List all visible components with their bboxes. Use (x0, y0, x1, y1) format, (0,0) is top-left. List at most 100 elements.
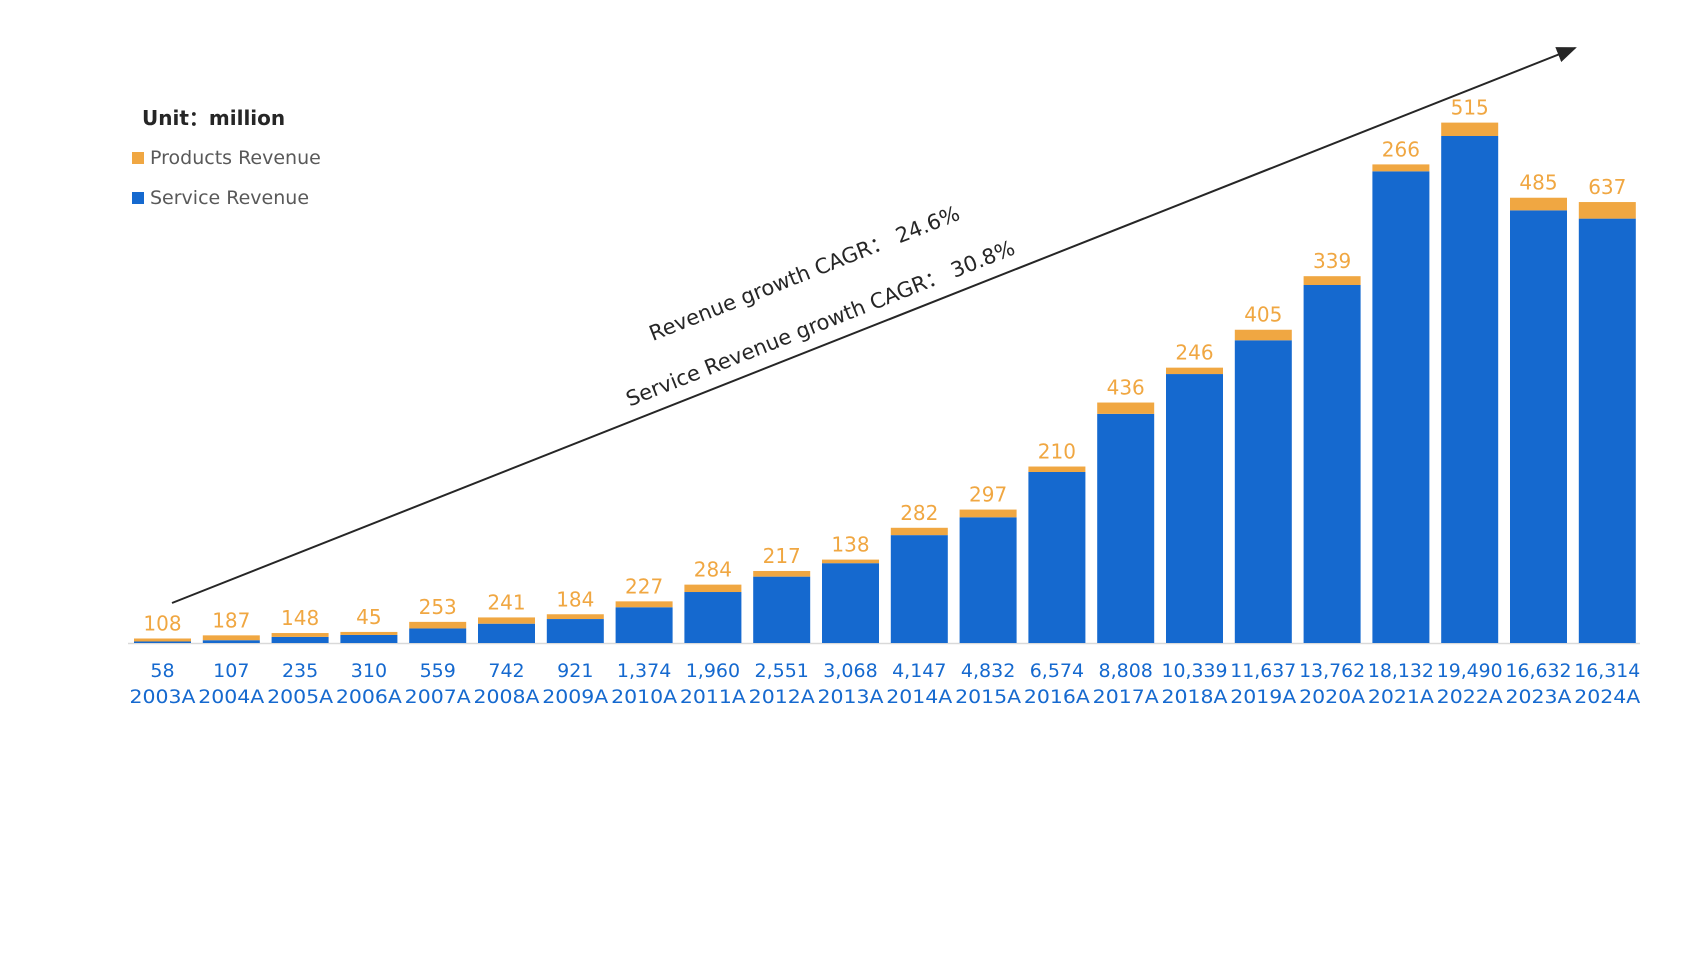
products-bar (409, 621, 467, 629)
products-data-label: 515 (1451, 96, 1489, 120)
x-tick-label: 2017A (1093, 686, 1159, 708)
service-bar (753, 576, 811, 643)
products-data-label: 184 (556, 587, 594, 611)
service-data-label: 6,574 (1030, 660, 1084, 682)
products-data-label: 282 (900, 501, 938, 525)
x-tick-label: 2016A (1024, 686, 1090, 708)
products-data-label: 138 (831, 533, 869, 557)
x-tick-label: 2013A (818, 686, 884, 708)
products-bar (753, 570, 811, 577)
products-bar (340, 631, 398, 635)
x-tick-label: 2014A (886, 686, 952, 708)
products-bar (1578, 202, 1636, 219)
products-data-label: 246 (1175, 341, 1213, 365)
service-bar (684, 592, 742, 643)
legend: Unit：million Products Revenue Service Re… (132, 102, 321, 227)
service-data-label: 58 (150, 660, 174, 682)
products-data-label: 297 (969, 483, 1007, 507)
service-bar (959, 517, 1017, 643)
products-bar (615, 601, 673, 608)
x-tick-label: 2015A (955, 686, 1021, 708)
service-bar (822, 563, 879, 643)
products-bar (202, 635, 260, 641)
products-data-label: 339 (1313, 249, 1351, 273)
service-bar (615, 607, 673, 643)
service-bar (271, 636, 329, 643)
x-tick-label: 2023A (1506, 686, 1572, 708)
products-data-label: 266 (1382, 137, 1420, 161)
unit-label: Unit：million (142, 106, 286, 130)
service-data-label: 16,314 (1574, 660, 1640, 682)
service-bar (1441, 136, 1499, 643)
service-data-label: 2,551 (754, 660, 808, 682)
products-data-label: 253 (419, 595, 457, 619)
service-data-label: 16,632 (1506, 660, 1572, 682)
products-bar (1510, 197, 1567, 211)
service-bar (478, 623, 535, 643)
products-bar (1372, 164, 1430, 172)
x-tick-label: 2018A (1162, 686, 1228, 708)
products-data-label: 485 (1519, 171, 1557, 195)
products-data-label: 210 (1038, 440, 1076, 464)
legend-item-service: Service Revenue (132, 187, 321, 209)
products-bar (546, 614, 604, 620)
service-data-label: 8,808 (1098, 660, 1152, 682)
x-tick-label: 2012A (749, 686, 815, 708)
legend-label-products: Products Revenue (150, 147, 321, 169)
products-data-label: 187 (212, 608, 250, 632)
x-tick-label: 2004A (198, 686, 264, 708)
x-tick-label: 2011A (680, 686, 746, 708)
x-tick-label: 2008A (474, 686, 540, 708)
legend-swatch-products (132, 152, 144, 164)
service-bar (1166, 374, 1223, 643)
service-data-label: 4,147 (892, 660, 946, 682)
products-bar (1303, 276, 1361, 286)
service-data-label: 1,960 (686, 660, 740, 682)
service-bar (202, 640, 260, 643)
products-bar (271, 633, 329, 637)
products-data-label: 405 (1244, 303, 1282, 327)
service-bar (1372, 171, 1430, 643)
service-data-label: 1,374 (617, 660, 671, 682)
x-tick-label: 2021A (1368, 686, 1434, 708)
service-data-label: 921 (557, 660, 593, 682)
products-bar (134, 638, 191, 642)
x-tick-label: 2003A (130, 686, 196, 708)
service-data-label: 559 (420, 660, 456, 682)
service-data-label: 10,339 (1162, 660, 1228, 682)
products-data-label: 148 (281, 606, 319, 630)
service-bar (1510, 210, 1567, 643)
products-bar (684, 584, 742, 593)
service-data-label: 742 (488, 660, 524, 682)
products-data-label: 217 (763, 544, 801, 568)
products-bar (959, 509, 1017, 518)
service-data-label: 13,762 (1299, 660, 1365, 682)
products-data-label: 227 (625, 574, 663, 598)
service-data-label: 235 (282, 660, 318, 682)
x-tick-label: 2006A (336, 686, 402, 708)
service-bar (134, 641, 191, 643)
x-tick-label: 2010A (611, 686, 677, 708)
products-data-label: 45 (356, 605, 381, 629)
service-data-label: 19,490 (1437, 660, 1503, 682)
service-bar (1578, 218, 1636, 644)
legend-item-products: Products Revenue (132, 147, 321, 169)
service-bar (1303, 285, 1361, 643)
service-bar (1097, 413, 1155, 643)
growth-arrow (171, 47, 1577, 604)
x-tick-label: 2024A (1574, 686, 1640, 708)
x-tick-label: 2022A (1437, 686, 1503, 708)
products-bar (890, 527, 948, 536)
service-data-label: 3,068 (823, 660, 877, 682)
service-bar (1028, 471, 1086, 643)
products-bar (1097, 402, 1155, 414)
products-data-label: 637 (1588, 175, 1626, 199)
service-data-label: 310 (351, 660, 387, 682)
service-bar (409, 628, 467, 643)
products-data-label: 284 (694, 558, 732, 582)
service-bar (546, 619, 604, 643)
products-bar (478, 617, 535, 624)
legend-swatch-service (132, 192, 144, 204)
service-bar (1234, 340, 1292, 643)
